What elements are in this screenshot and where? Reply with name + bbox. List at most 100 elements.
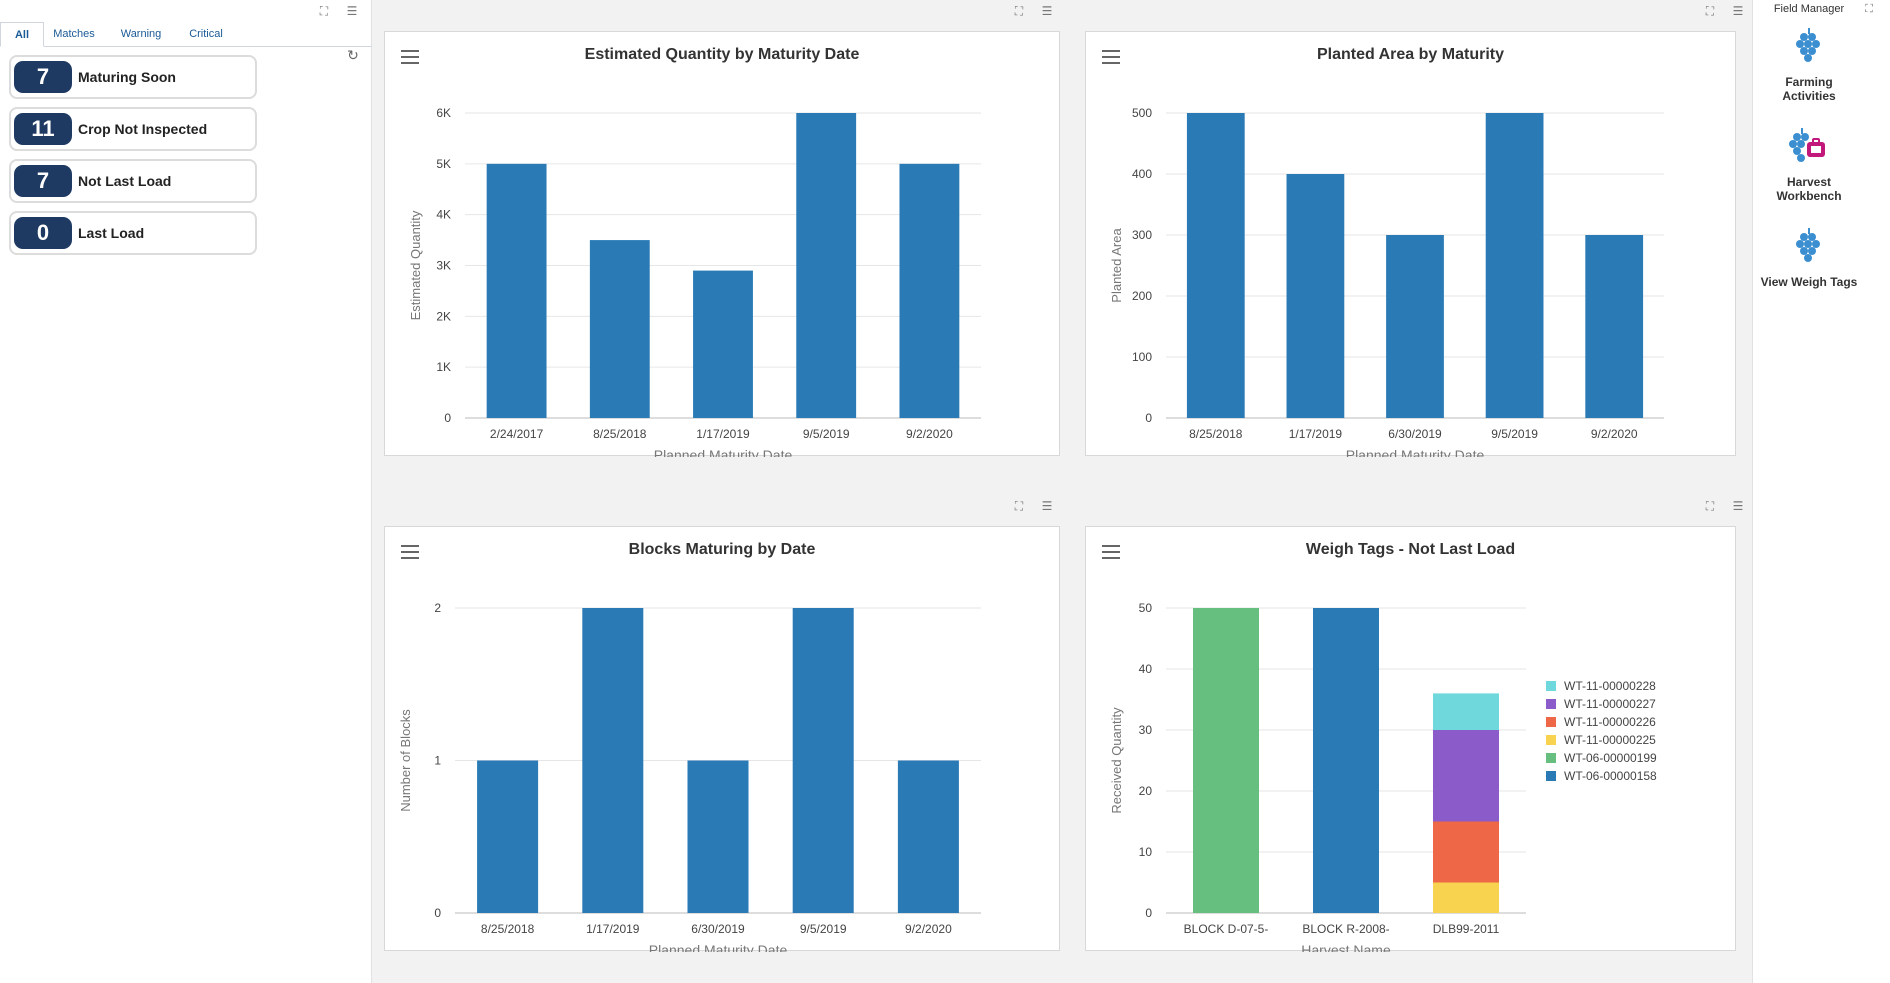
- y-tick-label: 0: [1145, 411, 1152, 425]
- kpi-not-last-load[interactable]: 7 Not Last Load: [9, 159, 257, 203]
- kpi-maturing-soon[interactable]: 7 Maturing Soon: [9, 55, 257, 99]
- maximize-icon[interactable]: ⛶: [319, 4, 329, 18]
- x-tick-label: 8/25/2018: [1189, 427, 1243, 441]
- app-label: Activities: [1782, 89, 1836, 103]
- y-tick-label: 200: [1132, 289, 1152, 303]
- chart-menu-icon[interactable]: [401, 50, 419, 64]
- y-tick-label: 100: [1132, 350, 1152, 364]
- y-tick-label: 6K: [436, 106, 451, 120]
- panel-menu-icon[interactable]: ☰: [1732, 4, 1744, 18]
- y-tick-label: 2: [434, 601, 441, 615]
- bar: [792, 608, 854, 913]
- x-axis-label: Planned Maturity Date: [1346, 447, 1485, 457]
- app-farming-activities[interactable]: Farming Activities: [1753, 26, 1865, 103]
- legend-swatch: [1546, 681, 1556, 691]
- tab-warning[interactable]: Warning: [120, 28, 162, 40]
- chart-planted-area: 0 100 200 300 400 500 Planted Area 8/25/2018 1/1…: [1109, 106, 1664, 457]
- maximize-icon[interactable]: ⛶: [1705, 4, 1715, 18]
- watchlist-tabs: All Matches Warning Critical ↻: [0, 22, 372, 63]
- kpi-label: Not Last Load: [78, 173, 172, 189]
- chart-menu-icon[interactable]: [1102, 50, 1120, 64]
- legend-swatch: [1546, 735, 1556, 745]
- y-tick-label: 3K: [436, 259, 451, 273]
- bar: [899, 163, 960, 418]
- chart-menu-icon[interactable]: [401, 545, 419, 559]
- tab-matches[interactable]: Matches: [53, 28, 95, 40]
- y-axis-label: Estimated Quantity: [408, 210, 423, 320]
- kpi-count: 7: [14, 61, 72, 93]
- left-toolbar: ⛶ ☰: [0, 0, 372, 22]
- legend-label: WT-11-00000227: [1564, 697, 1656, 711]
- y-tick-label: 1: [434, 754, 441, 768]
- legend-swatch: [1546, 753, 1556, 763]
- chart-title: Weigh Tags - Not Last Load: [1305, 541, 1516, 558]
- x-tick-label: BLOCK R-2008-: [1302, 922, 1389, 936]
- y-axis-label: Number of Blocks: [398, 709, 413, 812]
- x-tick-label: 1/17/2019: [586, 922, 640, 936]
- kpi-crop-not-inspected[interactable]: 11 Crop Not Inspected: [9, 107, 257, 151]
- bar-segment: [1193, 608, 1259, 913]
- bar: [1386, 235, 1444, 418]
- tab-all[interactable]: All: [0, 22, 44, 47]
- legend-label: WT-06-00000158: [1564, 769, 1657, 783]
- panel-menu-icon[interactable]: ☰: [1041, 4, 1053, 18]
- bar: [1485, 113, 1544, 418]
- legend-label: WT-11-00000228: [1564, 679, 1656, 693]
- app-view-weigh-tags[interactable]: View Weigh Tags: [1753, 226, 1865, 289]
- chart-weigh-tags: 0 10 20 30 40 50 Received Quantity BLOCK D-07-5…: [1109, 601, 1657, 952]
- legend-swatch: [1546, 699, 1556, 709]
- chart-title: Estimated Quantity by Maturity Date: [584, 46, 860, 63]
- springboard-panel: Field Manager ⛶ Farming Activities: [1752, 0, 1890, 983]
- bar: [1585, 235, 1644, 418]
- y-tick-label: 500: [1132, 106, 1152, 120]
- watchlist-panel: ⛶ ☰ All Matches Warning Critical ↻ 7 Matu…: [0, 0, 372, 983]
- maximize-icon[interactable]: ⛶: [1705, 499, 1715, 513]
- kpi-count: 7: [14, 165, 72, 197]
- kpi-count: 0: [14, 217, 72, 249]
- panel-menu-icon[interactable]: ☰: [346, 4, 358, 18]
- bar-segment: [1433, 882, 1499, 913]
- y-tick-label: 300: [1132, 228, 1152, 242]
- kpi-label: Crop Not Inspected: [78, 121, 208, 137]
- x-tick-label: 8/25/2018: [593, 427, 647, 441]
- y-tick-label: 20: [1139, 784, 1153, 798]
- panel-menu-icon[interactable]: ☰: [1041, 499, 1053, 513]
- chart-card-planted-area: Planted Area by Maturity 0 100 200 300 400 50…: [1085, 31, 1736, 457]
- bar: [477, 760, 539, 913]
- bar-segment: [1433, 693, 1499, 730]
- app-harvest-workbench[interactable]: Harvest Workbench: [1753, 126, 1865, 203]
- grapes-icon: [1796, 28, 1820, 62]
- maximize-icon[interactable]: ⛶: [1014, 499, 1024, 513]
- y-tick-label: 2K: [436, 309, 451, 323]
- kpi-label: Maturing Soon: [78, 69, 176, 85]
- bar-segment: [1433, 821, 1499, 883]
- x-tick-label: 8/25/2018: [481, 922, 535, 936]
- tab-critical[interactable]: Critical: [189, 28, 223, 40]
- y-tick-label: 5K: [436, 157, 451, 171]
- y-tick-label: 1K: [436, 360, 451, 374]
- refresh-icon[interactable]: ↻: [347, 47, 359, 63]
- y-tick-label: 400: [1132, 167, 1152, 181]
- legend-label: WT-11-00000226: [1564, 715, 1656, 729]
- chart-menu-icon[interactable]: [1102, 545, 1120, 559]
- maximize-icon[interactable]: ⛶: [1014, 4, 1024, 18]
- panel-menu-icon[interactable]: ☰: [1732, 499, 1744, 513]
- bar: [582, 608, 644, 913]
- x-axis-label: Planned Maturity Date: [649, 942, 788, 952]
- y-tick-label: 0: [444, 411, 451, 425]
- chart-area: ⛶ ☰ ⛶ ☰ ⛶ ☰ ⛶ ☰ Estimated Quantity by Maturi…: [372, 0, 1752, 983]
- legend-label: WT-06-00000199: [1564, 751, 1657, 765]
- y-axis-label: Planted Area: [1109, 228, 1124, 303]
- grapes-icon: [1796, 228, 1820, 262]
- legend-label: WT-11-00000225: [1564, 733, 1656, 747]
- kpi-last-load[interactable]: 0 Last Load: [9, 211, 257, 255]
- x-tick-label: DLB99-2011: [1433, 922, 1500, 936]
- x-tick-label: 9/2/2020: [906, 427, 953, 441]
- y-tick-label: 0: [1145, 906, 1152, 920]
- y-axis-label: Received Quantity: [1109, 707, 1124, 814]
- x-tick-label: 1/17/2019: [1289, 427, 1343, 441]
- app-label: Farming: [1785, 75, 1833, 89]
- maximize-icon[interactable]: ⛶: [1865, 3, 1873, 15]
- chart-title: Planted Area by Maturity: [1316, 46, 1504, 63]
- y-tick-label: 50: [1139, 601, 1153, 615]
